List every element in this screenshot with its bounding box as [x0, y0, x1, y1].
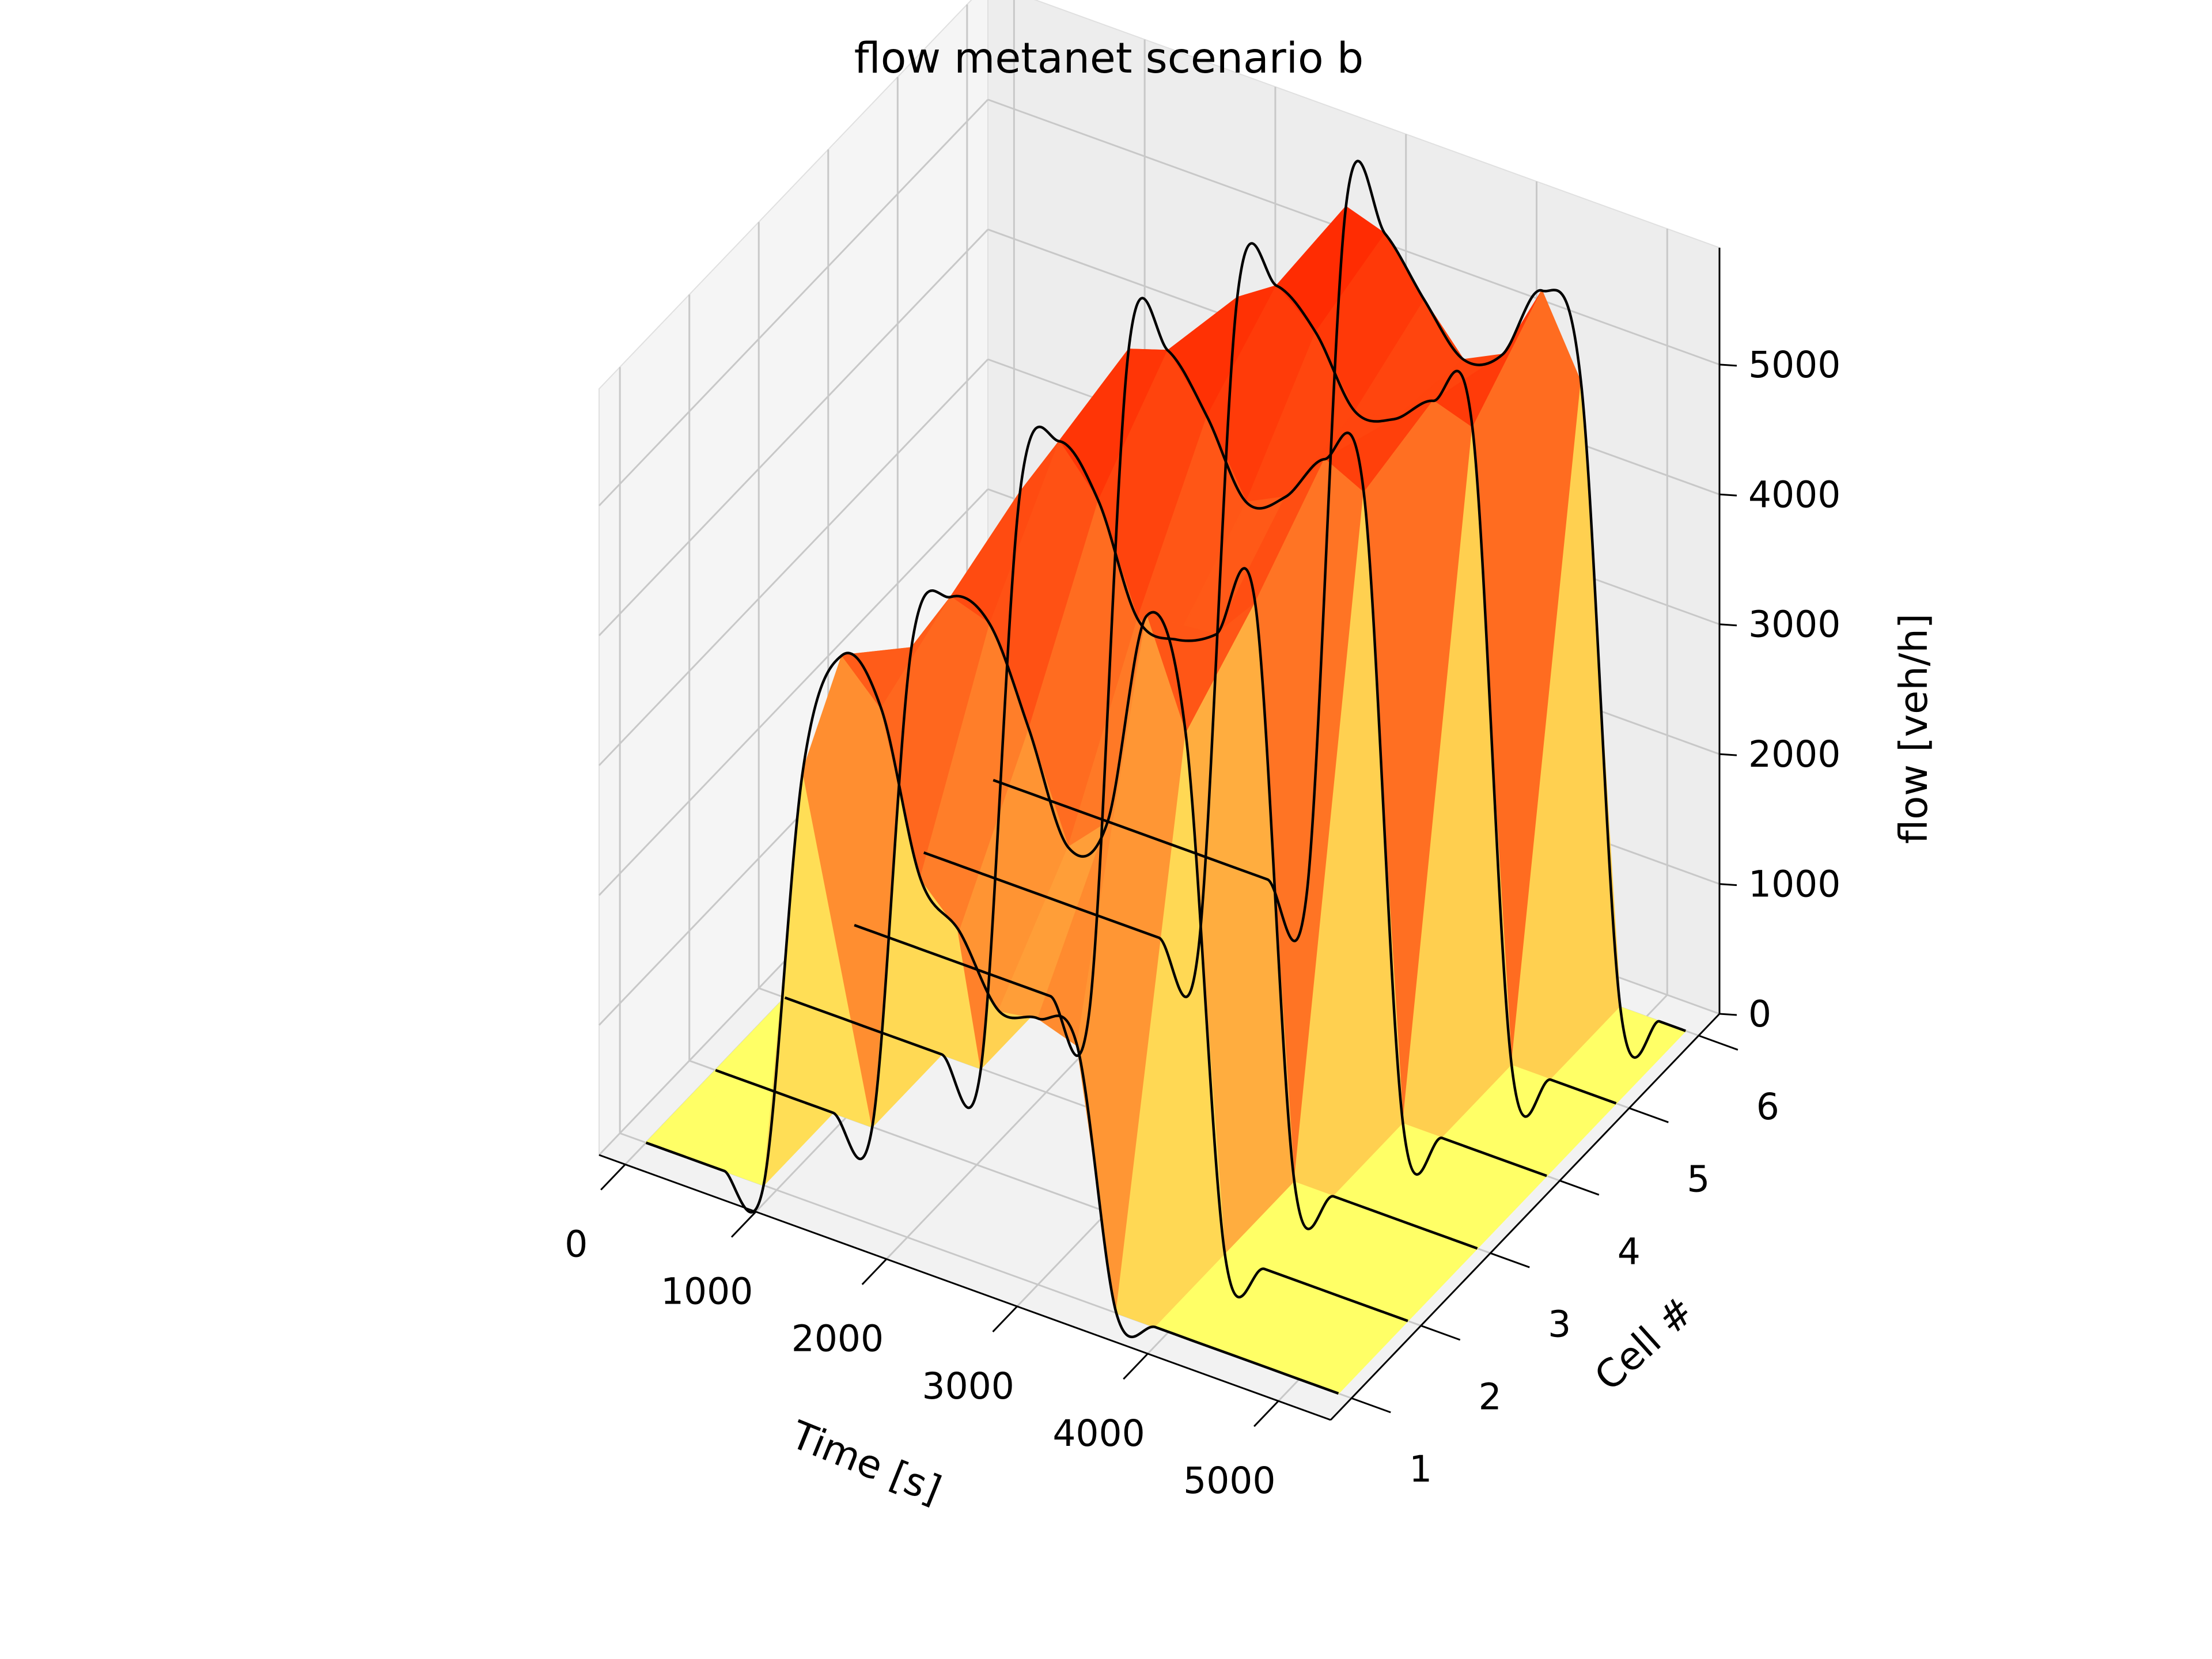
x-axis-line: [599, 1154, 1331, 1421]
x-tick-label: 4000: [1052, 1412, 1145, 1455]
series-line: [715, 589, 1408, 1323]
x-axis-label: Time [s]: [785, 1412, 948, 1513]
y-tick-mark: [1698, 1035, 1738, 1051]
z-tick-label: 2000: [1748, 733, 1840, 775]
z-tick-label: 4000: [1748, 474, 1840, 516]
z-tick-label: 1000: [1748, 863, 1840, 906]
x-tick-label: 1000: [661, 1271, 753, 1313]
y-tick-mark: [1351, 1397, 1391, 1414]
x-tick-mark: [1253, 1400, 1279, 1427]
z-gridline-left: [598, 99, 989, 506]
z-gridline-left: [598, 229, 989, 637]
z-gridline-left: [598, 488, 989, 896]
x-tick-label: 2000: [791, 1318, 884, 1360]
z-tick-label: 0: [1748, 993, 1771, 1035]
x-tick-label: 3000: [922, 1365, 1014, 1407]
y-tick-mark: [1490, 1252, 1530, 1268]
series-line: [645, 652, 1339, 1395]
z-tick-label: 3000: [1748, 604, 1840, 646]
y-tick-label: 6: [1756, 1086, 1779, 1128]
y-tick-mark: [1559, 1180, 1600, 1196]
z-tick-mark: [1719, 1013, 1737, 1016]
y-axis-label: Cell #: [1586, 1288, 1703, 1400]
y-tick-label: 2: [1479, 1376, 1502, 1418]
y-axis-line: [1330, 1013, 1721, 1421]
chart-title: flow metanet scenario b: [854, 34, 1364, 83]
z-tick-mark: [1719, 493, 1737, 497]
x-tick-label: 0: [565, 1223, 588, 1265]
x-tick-mark: [992, 1305, 1018, 1332]
z-tick-mark: [1719, 883, 1737, 887]
z-axis-label: flow [veh/h]: [1891, 613, 1936, 844]
y-tick-mark: [1628, 1107, 1669, 1123]
x-tick-mark: [730, 1211, 757, 1238]
y-tick-label: 1: [1409, 1448, 1432, 1490]
y-tick-label: 4: [1618, 1231, 1641, 1273]
tick-labels: 0 1000 2000 3000 4000 5000 1 2 3 4 5 6 0 1000 2000 3000…: [565, 344, 1840, 1502]
z-tick-label: 5000: [1748, 344, 1840, 386]
series-line: [923, 242, 1617, 1118]
surface: [645, 160, 1687, 1395]
x-tick-mark: [600, 1164, 626, 1191]
z-tick-mark: [1719, 623, 1737, 627]
y-tick-label: 5: [1687, 1158, 1710, 1200]
z-tick-mark: [1719, 753, 1737, 756]
axis-lines: [599, 248, 1738, 1427]
y-tick-label: 3: [1548, 1303, 1571, 1345]
x-tick-mark: [1123, 1353, 1149, 1380]
x-tick-mark: [861, 1258, 888, 1285]
series-line: [993, 160, 1686, 1059]
x-tick-label: 5000: [1183, 1460, 1275, 1502]
z-tick-mark: [1719, 363, 1737, 367]
y-tick-mark: [1421, 1324, 1461, 1341]
z-gridline-left: [598, 358, 989, 766]
series-line: [784, 425, 1478, 1250]
